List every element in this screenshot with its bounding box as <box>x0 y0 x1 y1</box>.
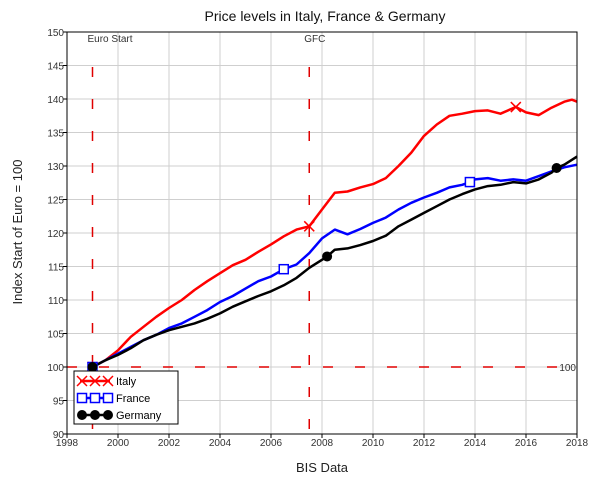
x-tick-label: 1998 <box>56 438 79 449</box>
y-tick-label: 110 <box>48 296 64 307</box>
x-tick-label: 2006 <box>260 438 283 449</box>
france-series-line <box>91 163 578 369</box>
legend: Italy France Germany <box>73 370 179 425</box>
reference-line-label: 100 <box>559 363 576 374</box>
y-tick-label: 150 <box>47 28 64 39</box>
legend-label-germany: Germany <box>116 410 162 422</box>
x-tick-label: 2014 <box>464 438 487 449</box>
legend-marker-italy <box>76 375 88 387</box>
y-tick-label: 130 <box>47 162 64 173</box>
x-tick-label: 2018 <box>566 438 589 449</box>
legend-marker-germany <box>103 410 113 420</box>
x-tick-label: 2016 <box>515 438 538 449</box>
marker-stroke <box>89 375 101 387</box>
y-tick-label: 125 <box>47 196 64 207</box>
reference-lines: Euro Start GFC 100 <box>67 34 577 434</box>
marker-stroke <box>102 375 114 387</box>
marker-stroke <box>303 220 315 232</box>
x-tick-label: 2002 <box>158 438 181 449</box>
x-tick-label: 2012 <box>413 438 436 449</box>
legend-marker-france <box>102 392 114 404</box>
y-tick-label: 145 <box>47 62 64 73</box>
italy-series-line <box>91 98 578 369</box>
italy-data-point <box>303 220 315 232</box>
legend-marker-france <box>76 392 88 404</box>
germany-data-point <box>551 163 562 174</box>
axis-ticks: 1998 2000 2002 2004 2006 2008 2010 2012 2014 2016… <box>47 28 588 449</box>
series-lines <box>91 98 578 369</box>
y-tick-label: 90 <box>53 430 65 441</box>
reference-line-label: GFC <box>304 34 325 45</box>
legend-marker-italy <box>89 375 101 387</box>
germany-data-point <box>87 362 98 372</box>
y-tick-label: 135 <box>47 129 64 140</box>
y-tick-label: 120 <box>47 229 64 240</box>
legend-marker-italy <box>102 375 114 387</box>
x-tick-label: 2000 <box>107 438 130 449</box>
legend-marker-germany <box>77 410 87 420</box>
legend-marker-germany <box>90 410 100 420</box>
x-tick-label: 2010 <box>362 438 385 449</box>
y-axis-label: Index Start of Euro = 100 <box>10 160 25 305</box>
y-tick-label: 115 <box>48 263 64 274</box>
legend-label-france: France <box>116 393 150 405</box>
reference-line-label: Euro Start <box>88 34 133 45</box>
legend-label-italy: Italy <box>116 376 137 388</box>
y-tick-label: 100 <box>47 363 64 374</box>
y-tick-label: 140 <box>47 95 64 106</box>
italy-data-point <box>510 101 522 113</box>
germany-series-line <box>91 155 578 369</box>
legend-marker-france <box>89 392 101 404</box>
x-axis-label: BIS Data <box>296 460 349 475</box>
x-tick-label: 2008 <box>311 438 334 449</box>
y-tick-label: 105 <box>47 330 64 341</box>
france-data-point <box>464 176 476 188</box>
marker-stroke <box>510 101 522 113</box>
france-data-point <box>278 263 289 275</box>
germany-data-point <box>322 251 333 262</box>
chart-title: Price levels in Italy, France & Germany <box>205 8 446 24</box>
y-tick-label: 95 <box>53 397 65 408</box>
x-tick-label: 2004 <box>209 438 232 449</box>
marker-stroke <box>76 375 88 387</box>
series-markers <box>86 101 562 373</box>
